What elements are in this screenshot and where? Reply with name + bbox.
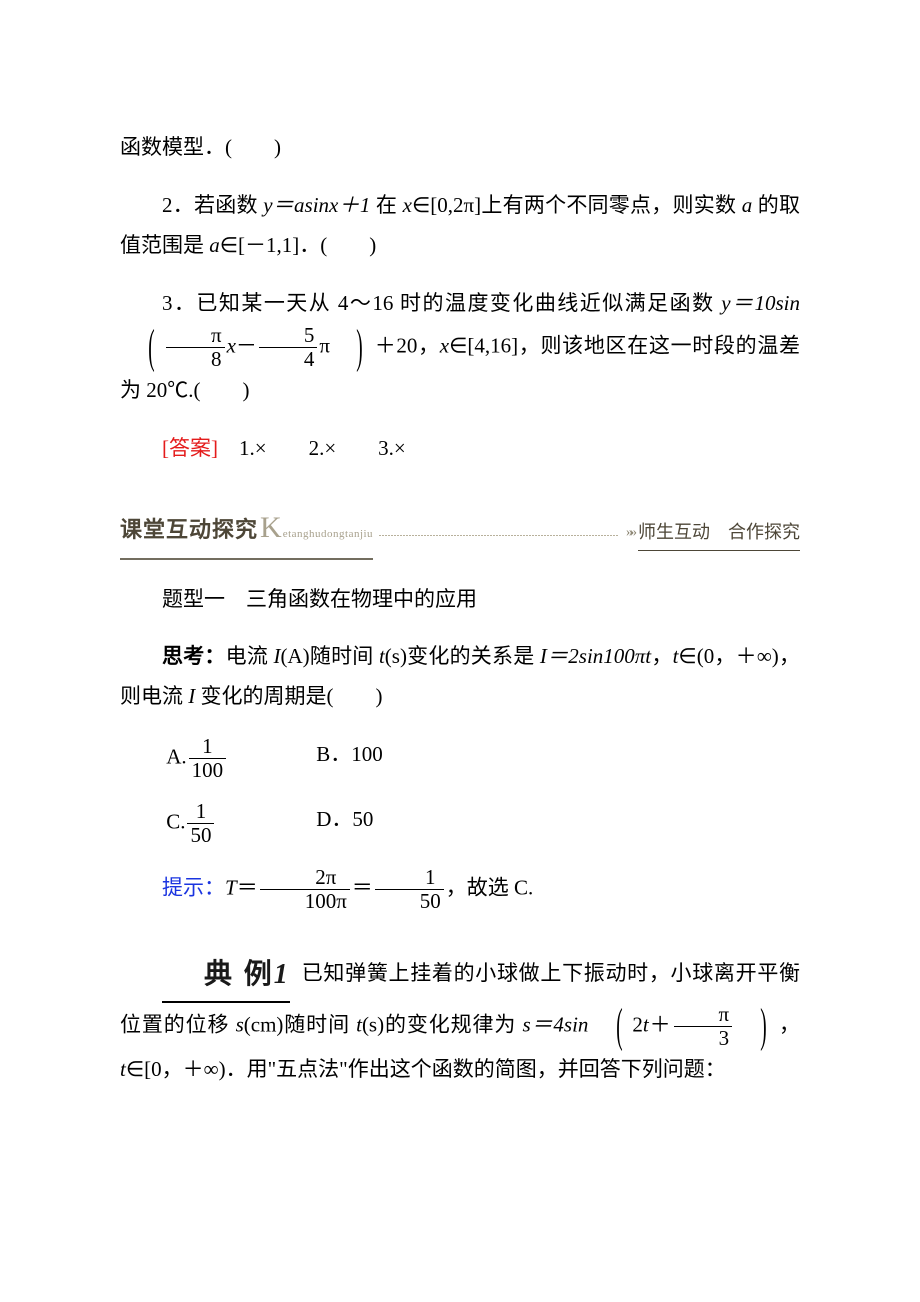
think-comma: ， xyxy=(651,644,672,668)
para-2: 2．若函数 y＝asinx＋1 在 x∈[0,2π]上有两个不同零点，则实数 a… xyxy=(120,186,800,266)
options-block: A.1100 B．100 C.150 D．50 xyxy=(166,735,800,847)
option-a: A.1100 xyxy=(166,735,286,782)
p2-mid2: ∈[0,2π]上有两个不同零点，则实数 xyxy=(412,193,742,217)
think-eq: I＝2sin100πt xyxy=(540,644,651,668)
den: 50 xyxy=(375,890,444,913)
para-3: 3．已知某一天从 4～16 时的温度变化曲线近似满足函数 y＝10sin (π8… xyxy=(120,284,800,411)
p2-eq: y＝asinx＋1 xyxy=(263,193,370,217)
think-pre: 电流 xyxy=(226,644,274,668)
opt-b-text: B．100 xyxy=(316,742,383,766)
rparen-icon: ) xyxy=(744,1007,767,1045)
p3-eq: y＝10sin xyxy=(721,291,800,315)
num: π xyxy=(166,324,225,348)
example-tag-num: 1 xyxy=(274,959,290,990)
den: 8 xyxy=(166,348,225,371)
rparen-icon: ) xyxy=(339,328,362,366)
lparen-icon: ( xyxy=(600,1007,623,1045)
p3-plus20: ＋20， xyxy=(374,333,440,357)
p2-pre: 2．若函数 xyxy=(162,193,263,217)
opt-a-label: A. xyxy=(166,745,186,769)
num: 2π xyxy=(260,866,350,890)
example-1: 典 例1 已知弹簧上挂着的小球做上下振动时，小球离开平衡位置的位移 s(cm)随… xyxy=(120,947,800,1090)
p3-pre: 3．已知某一天从 4～16 时的温度变化曲线近似满足函数 xyxy=(162,291,721,315)
example-tag: 典 例1 xyxy=(162,947,290,1003)
section-banner: 课堂互动探究 K etanghudongtanjiu »» 师生互动 合作探究 xyxy=(120,499,800,560)
ex-range: ∈[0，＋∞)．用"五点法"作出这个函数的简图，并回答下列问题： xyxy=(126,1057,726,1081)
think-A: (A)随时间 xyxy=(281,644,379,668)
think-end: 变化的周期是( ) xyxy=(195,684,382,708)
ex-cm: (cm)随时间 xyxy=(244,1012,356,1036)
option-d: D．50 xyxy=(316,800,436,847)
p2-end: ∈[－1,1]．( ) xyxy=(220,233,377,257)
banner-title: 课堂互动探究 xyxy=(120,509,258,551)
lparen-icon: ( xyxy=(131,328,154,366)
answer-line: [答案] 1.× 2.× 3.× xyxy=(120,429,800,469)
think-label: 思考： xyxy=(162,644,226,668)
num: 1 xyxy=(187,800,214,824)
ex-eq: s＝4sin xyxy=(522,1012,588,1036)
ex-mid: (s)的变化规律为 xyxy=(362,1012,523,1036)
hint-end: ，故选 C. xyxy=(446,875,534,899)
p2-x: x xyxy=(403,193,412,217)
den: 100 xyxy=(189,759,227,782)
example-tag-text: 典 例 xyxy=(204,958,274,989)
p3-pi: π xyxy=(319,333,330,357)
section-title: 题型一 三角函数在物理中的应用 xyxy=(120,580,800,620)
banner-left: 课堂互动探究 K etanghudongtanjiu xyxy=(120,499,373,560)
think-I: I xyxy=(274,644,281,668)
ex-s: s xyxy=(236,1012,244,1036)
hint-eq2: ＝ xyxy=(352,875,373,899)
hint-label: 提示： xyxy=(162,875,225,899)
opt-d-text: D．50 xyxy=(316,807,373,831)
p1-text: 函数模型．( ) xyxy=(120,135,281,159)
think-para: 思考：电流 I(A)随时间 t(s)变化的关系是 I＝2sin100πt，t∈(… xyxy=(120,637,800,717)
banner-line xyxy=(379,535,618,536)
banner-right: 师生互动 合作探究 xyxy=(638,515,800,551)
frac-2pi-100pi: 2π100π xyxy=(260,866,350,913)
den: 50 xyxy=(187,824,214,847)
para-1: 函数模型．( ) xyxy=(120,128,800,168)
p3-x: x xyxy=(227,333,236,357)
frac-1-50b: 150 xyxy=(375,866,444,913)
den: 4 xyxy=(259,348,318,371)
option-c: C.150 xyxy=(166,800,286,847)
hint-eq: ＝ xyxy=(237,875,258,899)
num: 5 xyxy=(259,324,318,348)
frac-54: 54 xyxy=(259,324,318,371)
p2-a: a xyxy=(742,193,753,217)
minus: － xyxy=(236,333,257,357)
option-b: B．100 xyxy=(316,735,436,782)
p2-mid1: 在 xyxy=(370,193,402,217)
opt-row-cd: C.150 D．50 xyxy=(166,800,800,847)
opt-c-label: C. xyxy=(166,810,185,834)
ex-in-plus: ＋ xyxy=(649,1012,672,1036)
banner-k: K xyxy=(260,499,282,556)
frac-1-100: 1100 xyxy=(189,735,227,782)
answer-text: 1.× 2.× 3.× xyxy=(218,436,406,460)
num: 1 xyxy=(375,866,444,890)
ex-in-2: 2 xyxy=(632,1012,643,1036)
hint-para: 提示：T＝2π100π＝150，故选 C. xyxy=(120,866,800,913)
opt-row-ab: A.1100 B．100 xyxy=(166,735,800,782)
den: 3 xyxy=(674,1027,733,1050)
banner-arrow-icon: »» xyxy=(626,520,634,547)
p3-x2: x xyxy=(440,333,449,357)
num: π xyxy=(674,1003,733,1027)
hint-T: T xyxy=(225,875,237,899)
p2-a2: a xyxy=(209,233,220,257)
den: 100π xyxy=(260,890,350,913)
section-title-text: 题型一 三角函数在物理中的应用 xyxy=(162,587,477,611)
frac-pi-3: π3 xyxy=(674,1003,733,1050)
frac-pi8: π8 xyxy=(166,324,225,371)
num: 1 xyxy=(189,735,227,759)
banner-pinyin: etanghudongtanjiu xyxy=(283,524,373,545)
ex-comma: ， xyxy=(778,1012,800,1036)
answer-label: [答案] xyxy=(162,436,218,460)
frac-1-50: 150 xyxy=(187,800,214,847)
think-mid: (s)变化的关系是 xyxy=(385,644,540,668)
